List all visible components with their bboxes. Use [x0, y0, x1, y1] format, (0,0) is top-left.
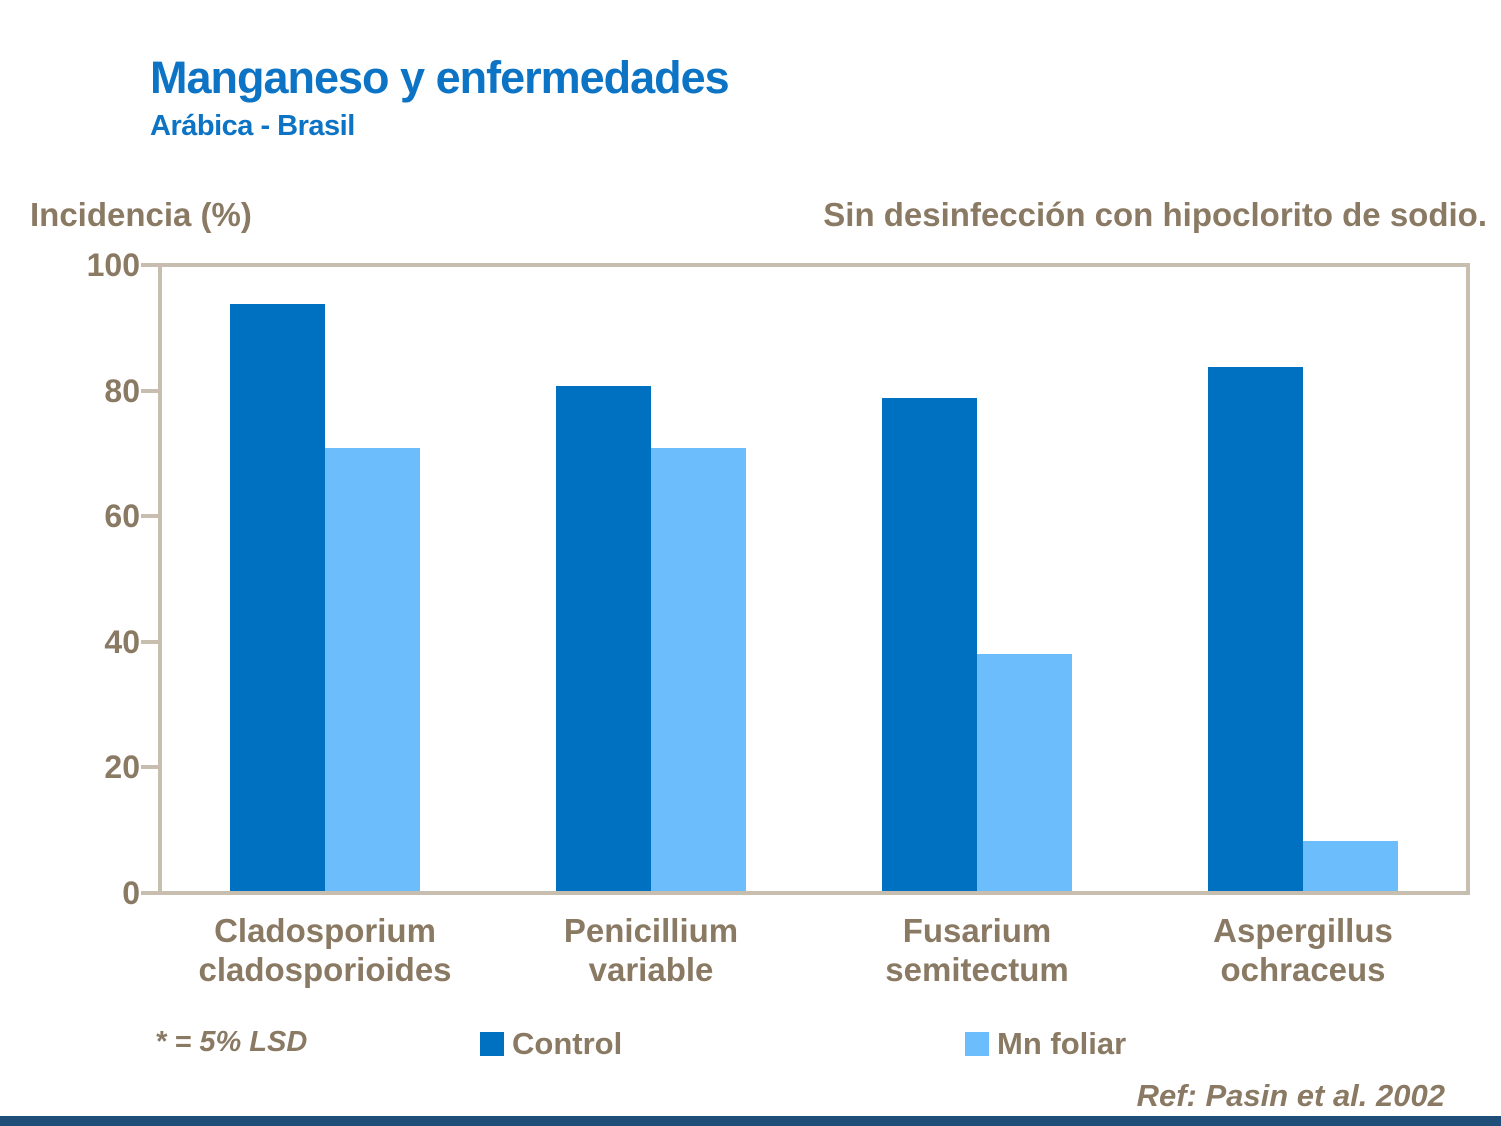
y-tick-mark-100: [141, 263, 158, 267]
y-tick-label-80: 80: [104, 372, 140, 409]
legend-swatch-icon: [965, 1032, 989, 1056]
x-category-label-2: Fusarium semitectum: [885, 912, 1069, 988]
bar-control-2: [882, 398, 977, 891]
bar-mn-foliar-1: [651, 447, 746, 891]
legend-swatch-icon: [480, 1032, 504, 1056]
y-tick-label-40: 40: [104, 623, 140, 660]
y-tick-mark-80: [141, 388, 158, 393]
y-axis-title: Incidencia (%): [30, 196, 252, 233]
bar-mn-foliar-2: [977, 653, 1072, 891]
legend-label: Control: [512, 1026, 623, 1061]
lsd-footnote: * = 5% LSD: [155, 1026, 308, 1058]
x-category-label-3: Aspergillus ochraceus: [1213, 912, 1393, 988]
page-title: Manganeso y enfermedades: [150, 52, 730, 103]
x-category-label-0: Cladosporium cladosporioides: [198, 912, 452, 988]
y-tick-mark-60: [141, 514, 158, 519]
y-tick-label-100: 100: [86, 247, 140, 283]
page-subtitle: Arábica - Brasil: [150, 110, 355, 142]
y-tick-mark-40: [141, 639, 158, 644]
y-tick-mark-20: [141, 765, 158, 770]
legend-label: Mn foliar: [997, 1026, 1127, 1061]
plot-area: [158, 263, 1470, 895]
bar-control-3: [1208, 366, 1303, 891]
y-tick-label-0: 0: [122, 875, 140, 911]
y-tick-mark-0: [141, 891, 158, 895]
y-tick-label-60: 60: [104, 498, 140, 535]
bottom-strip: [0, 1116, 1501, 1126]
bar-mn-foliar-3: [1303, 841, 1398, 891]
y-tick-label-20: 20: [104, 749, 140, 786]
legend-item-mn-foliar: Mn foliar: [965, 1026, 1126, 1062]
bar-control-0: [230, 304, 325, 891]
bar-control-1: [556, 385, 651, 891]
bar-mn-foliar-0: [325, 447, 420, 891]
legend-item-control: Control: [480, 1026, 622, 1062]
x-category-label-1: Penicillium variable: [563, 912, 739, 988]
reference-text: Ref: Pasin et al. 2002: [1136, 1078, 1445, 1113]
chart-annotation: Sin desinfección con hipoclorito de sodi…: [823, 196, 1487, 233]
